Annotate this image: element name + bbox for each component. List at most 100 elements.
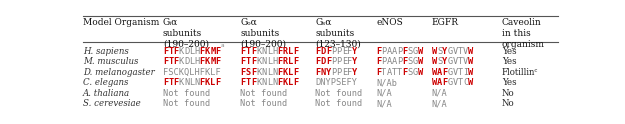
Text: F: F: [241, 68, 246, 77]
Text: E: E: [342, 47, 347, 56]
Text: Caveolin
in this
organism: Caveolin in this organism: [502, 18, 545, 49]
Text: Not found: Not found: [163, 89, 210, 98]
Text: H: H: [272, 47, 277, 56]
Text: DNYPSEFY: DNYPSEFY: [316, 78, 357, 87]
Text: F: F: [402, 57, 408, 66]
Text: N: N: [321, 68, 326, 77]
Text: W: W: [432, 68, 437, 77]
Text: M: M: [210, 57, 216, 66]
Text: L: L: [267, 47, 272, 56]
Text: Y: Y: [352, 57, 357, 66]
Text: F: F: [241, 78, 246, 87]
Text: M. musculus: M. musculus: [83, 57, 138, 66]
Text: Y: Y: [352, 47, 357, 56]
Text: N: N: [261, 78, 267, 87]
Text: S: S: [437, 47, 442, 56]
Text: F: F: [173, 57, 179, 66]
Text: F: F: [293, 47, 298, 56]
Text: W: W: [469, 68, 474, 77]
Text: L: L: [288, 78, 293, 87]
Text: N: N: [261, 68, 267, 77]
Text: T: T: [168, 47, 173, 56]
Text: P: P: [336, 47, 342, 56]
Text: V: V: [463, 47, 469, 56]
Text: T: T: [458, 57, 463, 66]
Text: F: F: [251, 57, 256, 66]
Text: N: N: [272, 68, 277, 77]
Text: Yes: Yes: [502, 57, 517, 66]
Text: P: P: [336, 68, 342, 77]
Text: P: P: [331, 68, 336, 77]
Text: S: S: [408, 57, 412, 66]
Text: S: S: [408, 68, 412, 77]
Text: C: C: [463, 78, 469, 87]
Text: F: F: [293, 57, 298, 66]
Text: L: L: [288, 47, 293, 56]
Text: Y: Y: [442, 47, 448, 56]
Text: F: F: [442, 68, 448, 77]
Text: V: V: [452, 47, 458, 56]
Text: F: F: [376, 47, 381, 56]
Text: D: D: [321, 47, 326, 56]
Text: H. sapiens: H. sapiens: [83, 47, 129, 56]
Text: T: T: [246, 78, 251, 87]
Text: V: V: [452, 68, 458, 77]
Text: Yes: Yes: [502, 47, 517, 56]
Text: W: W: [432, 47, 437, 56]
Text: Not found: Not found: [316, 89, 362, 98]
Text: FSCKQLHFKLF: FSCKQLHFKLF: [163, 68, 221, 77]
Text: No: No: [502, 89, 514, 98]
Text: L: L: [189, 47, 194, 56]
Text: F: F: [277, 57, 282, 66]
Text: F: F: [199, 47, 205, 56]
Text: T: T: [168, 57, 173, 66]
Text: T: T: [458, 47, 463, 56]
Text: Not found: Not found: [163, 99, 210, 108]
Text: D: D: [184, 47, 189, 56]
Text: Not found: Not found: [241, 99, 288, 108]
Text: H: H: [272, 57, 277, 66]
Text: F: F: [241, 57, 246, 66]
Text: P: P: [331, 47, 336, 56]
Text: S: S: [246, 68, 251, 77]
Text: K: K: [256, 68, 261, 77]
Text: F: F: [376, 57, 381, 66]
Text: C. elegans: C. elegans: [83, 78, 128, 87]
Text: L: L: [288, 68, 293, 77]
Text: A: A: [392, 47, 397, 56]
Text: G: G: [448, 68, 452, 77]
Text: Gᵢα
subunits
(190–200): Gᵢα subunits (190–200): [163, 18, 209, 49]
Text: G: G: [448, 78, 452, 87]
Text: R: R: [282, 47, 288, 56]
Text: D. melanogaster: D. melanogaster: [83, 68, 155, 77]
Text: K: K: [205, 57, 210, 66]
Text: Gₛα
subunits
(123–130): Gₛα subunits (123–130): [316, 18, 361, 49]
Text: Y: Y: [326, 68, 331, 77]
Text: W: W: [418, 68, 423, 77]
Text: F: F: [293, 78, 298, 87]
Text: F: F: [251, 78, 256, 87]
Text: N/Ab: N/Ab: [376, 78, 397, 87]
Text: F: F: [216, 57, 221, 66]
Text: N/A: N/A: [432, 99, 447, 108]
Text: G: G: [448, 47, 452, 56]
Text: F: F: [251, 68, 256, 77]
Text: W: W: [469, 57, 474, 66]
Text: F: F: [199, 78, 205, 87]
Text: L: L: [189, 57, 194, 66]
Text: Not found: Not found: [241, 89, 288, 98]
Text: S: S: [437, 57, 442, 66]
Text: R: R: [282, 57, 288, 66]
Text: eNOS: eNOS: [376, 18, 402, 27]
Text: F: F: [163, 78, 168, 87]
Text: F: F: [326, 57, 331, 66]
Text: F: F: [402, 68, 408, 77]
Text: P: P: [336, 57, 342, 66]
Text: a: a: [221, 43, 224, 48]
Text: W: W: [432, 57, 437, 66]
Text: K: K: [282, 68, 288, 77]
Text: K: K: [205, 78, 210, 87]
Text: N/A: N/A: [432, 89, 447, 98]
Text: N/A: N/A: [376, 99, 392, 108]
Text: A. thaliana: A. thaliana: [83, 89, 130, 98]
